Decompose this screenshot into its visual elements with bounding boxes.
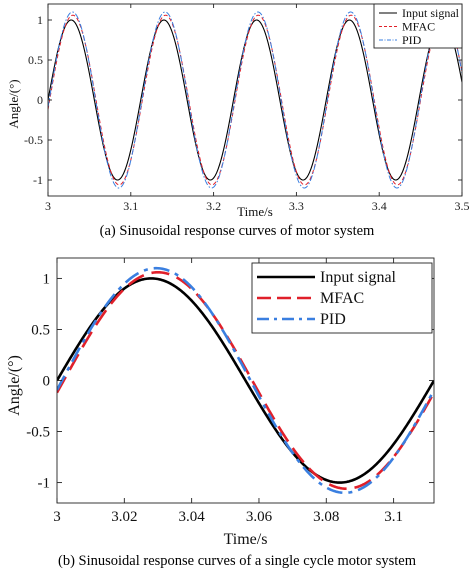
- legend-label: Input signal: [320, 269, 397, 286]
- legend-label: PID: [320, 311, 346, 328]
- x-tick-label: 3: [45, 199, 51, 213]
- chart-b: 3 3.02 3.04 3.06 3.08 3.1 -1 -0.5 0 0.5 1 Time/s Ang…: [6, 257, 435, 569]
- x-axis-label: Time/s: [237, 204, 273, 219]
- legend-label: MFAC: [402, 20, 435, 34]
- y-tick-label: 0: [37, 93, 43, 107]
- x-tick-label: 3.04: [179, 509, 206, 525]
- y-tick-label: 0.5: [28, 53, 43, 67]
- series-group: [48, 11, 462, 189]
- legend-label: PID: [402, 33, 422, 47]
- legend-label: Input signal: [402, 6, 460, 20]
- y-tick-label: -1: [33, 173, 43, 187]
- x-tick-label: 3.3: [289, 199, 304, 213]
- legend-box: [373, 3, 463, 49]
- x-tick-label: 3.2: [206, 199, 221, 213]
- x-tick-label: 3.02: [111, 509, 137, 525]
- y-tick-label: 0: [43, 374, 51, 390]
- legend-label: MFAC: [320, 290, 364, 307]
- x-tick-label: 3.06: [246, 509, 273, 525]
- series-line-mfac: [48, 14, 462, 186]
- y-axis-label: Angle/(°): [6, 79, 21, 128]
- y-axis-label: Angle/(°): [6, 355, 23, 416]
- x-tick-label: 3.1: [384, 509, 403, 525]
- x-tick-label: 3.08: [313, 509, 339, 525]
- x-tick-label: 3.5: [455, 199, 470, 213]
- x-axis-label: Time/s: [224, 531, 268, 548]
- y-tick-label: 0.5: [31, 322, 50, 338]
- y-tick-label: 1: [43, 271, 51, 287]
- series-line-pid: [48, 11, 462, 189]
- x-tick-label: 3.4: [372, 199, 387, 213]
- series-line-pid: [57, 266, 434, 495]
- y-tick-label: 1: [37, 13, 43, 27]
- series-line-input-signal: [48, 19, 462, 181]
- y-tick-label: -0.5: [24, 133, 43, 147]
- x-tick-label: 3.1: [123, 199, 138, 213]
- figure-caption: (a) Sinusoidal response curves of motor …: [100, 223, 375, 239]
- legend: Input signal MFAC PID: [251, 262, 433, 334]
- figure-caption: (b) Sinusoidal response curves of a sing…: [58, 553, 417, 569]
- chart-a: 3 3.1 3.2 3.3 3.4 3.5 -1 -0.5 0 0.5 1 Time/s Angle/(…: [6, 3, 470, 239]
- x-tick-label: 3: [53, 509, 61, 525]
- y-tick-label: -0.5: [26, 425, 50, 441]
- y-tick-label: -1: [38, 476, 51, 492]
- series-group: [57, 266, 434, 495]
